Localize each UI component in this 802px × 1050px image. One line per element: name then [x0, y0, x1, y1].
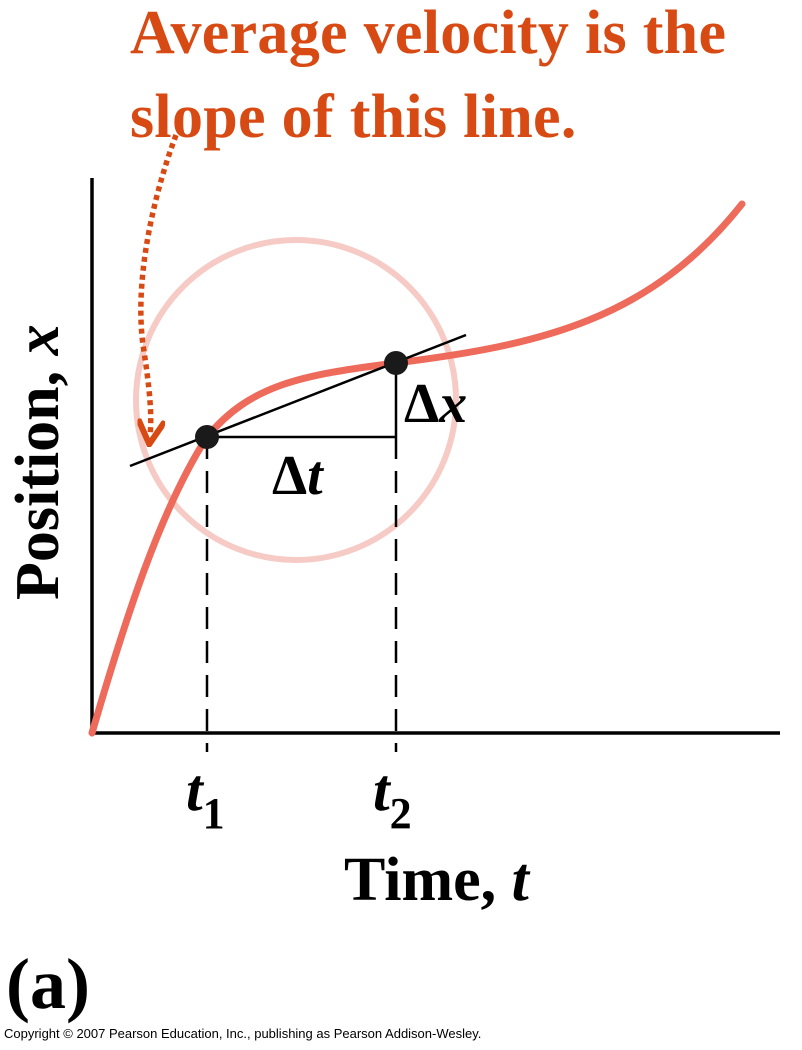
tick-label-t1: t1 [186, 757, 225, 838]
annotation-line-1: Average velocity is the [130, 0, 727, 67]
secant-line [129, 333, 467, 468]
annotation-line-2: slope of this line. [130, 83, 577, 151]
point-t2 [384, 351, 408, 375]
point-t1 [195, 425, 219, 449]
copyright-notice: Copyright © 2007 Pearson Education, Inc.… [4, 1026, 482, 1041]
delta-x-label: Δx [404, 373, 467, 435]
tick-label-t2: t2 [373, 757, 412, 838]
annotation-arrow [141, 134, 179, 436]
panel-label: (a) [6, 944, 90, 1024]
delta-t-label: Δt [272, 445, 324, 507]
y-axis-label: Position, x [4, 324, 72, 600]
x-axis-label: Time, t [344, 846, 531, 914]
highlight-circle [133, 237, 459, 563]
position-curve [88, 200, 746, 737]
